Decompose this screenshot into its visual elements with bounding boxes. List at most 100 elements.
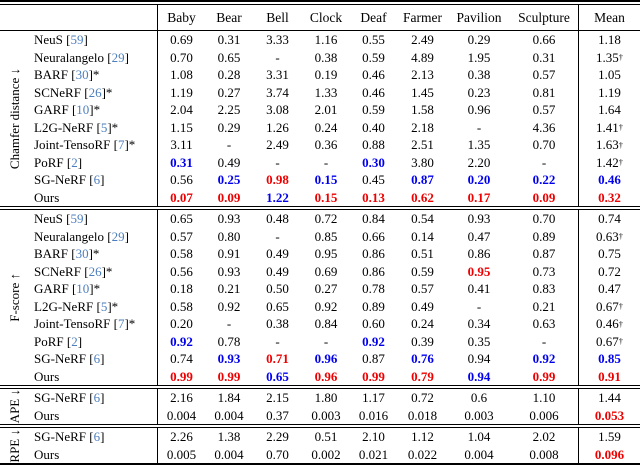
metric-cell: 0.38 xyxy=(448,68,510,81)
metric-value: 0.35 xyxy=(467,333,491,349)
metric-cell: 1.35 † xyxy=(578,48,640,66)
metric-cell: 0.85 xyxy=(578,350,640,368)
metric-cell: 0.89 xyxy=(510,230,578,243)
metric-value: 0.70 xyxy=(266,446,289,462)
metric-cell: 0.21 xyxy=(510,300,578,313)
metric-value: 0.83 xyxy=(532,281,556,297)
citation-link[interactable]: 2 xyxy=(71,333,78,349)
metric-cell: 2.16 xyxy=(157,389,205,407)
method-name: PoRF xyxy=(34,333,64,349)
table-row: Ours 0.005 0.004 0.70 0.002 0.021 0.022 0.004 0.… xyxy=(0,445,640,463)
citation-link[interactable]: 2 xyxy=(71,154,78,170)
metric-value: 1.38 xyxy=(217,429,241,445)
metric-value: 0.56 xyxy=(170,172,193,188)
citation-link[interactable]: 6 xyxy=(93,172,101,188)
metric-value: 4.36 xyxy=(532,119,556,135)
metric-cell: 0.72 xyxy=(397,391,448,404)
metric-cell: 2.51 xyxy=(397,138,448,151)
metric-cell: 0.29 xyxy=(448,33,510,46)
citation-link[interactable]: 29 xyxy=(111,49,125,65)
metric-cell: 0.57 xyxy=(510,103,578,116)
metric-value: 0.59 xyxy=(362,49,385,65)
citation-link[interactable]: 10 xyxy=(76,281,90,297)
citation-link[interactable]: 10 xyxy=(76,102,90,118)
metric-cell: 0.55 xyxy=(350,33,397,46)
metric-value: 0.65 xyxy=(170,211,193,227)
metric-cell: 0.70 xyxy=(510,138,578,151)
citation-link[interactable]: 26 xyxy=(88,84,102,100)
metric-value: 0.46 xyxy=(362,67,385,83)
table-body: Chamfer distance ↓ NeuS [59] 0.69 0.31 3.33 1… xyxy=(0,31,640,463)
metric-cell: 2.18 xyxy=(397,121,448,134)
metric-value: 0.47 xyxy=(467,228,491,244)
metric-value: 0.37 xyxy=(266,407,289,423)
metric-cell: 0.92 xyxy=(157,332,205,350)
metric-cell: 0.99 xyxy=(157,367,205,385)
metric-cell: 0.96 xyxy=(302,352,350,365)
metric-cell: 0.32 xyxy=(578,188,640,206)
table-row: GARF [10]* 2.04 2.25 3.08 2.01 0.59 1.58 0.96 0.… xyxy=(0,101,640,119)
metric-value: 1.59 xyxy=(598,429,621,445)
metric-cell: 0.59 xyxy=(350,103,397,116)
metric-cell: 0.49 xyxy=(253,265,302,278)
metric-value: 0.57 xyxy=(532,67,556,83)
metric-value: 1.44 xyxy=(598,390,621,406)
citation-link[interactable]: 26 xyxy=(88,263,102,279)
metric-cell: 1.22 xyxy=(253,191,302,204)
method-label: Ours xyxy=(0,409,157,422)
column-header-label: Deaf xyxy=(360,9,387,25)
metric-value: 0.95 xyxy=(467,263,491,279)
bottom-rule xyxy=(0,463,640,465)
metric-value: 0.63 xyxy=(596,228,619,244)
metric-cell: 0.87 xyxy=(397,173,448,186)
column-header-mean: Mean xyxy=(578,5,640,30)
metric-cell: - xyxy=(302,335,350,348)
metric-value: 0.36 xyxy=(314,137,338,153)
metric-value: 2.29 xyxy=(266,429,289,445)
citation-link[interactable]: 7 xyxy=(117,137,125,153)
metric-cell: 1.44 xyxy=(578,389,640,407)
metric-cell: 0.17 xyxy=(448,191,510,204)
metric-cell: 0.86 xyxy=(350,247,397,260)
metric-cell: 0.92 xyxy=(510,352,578,365)
table-row: Neuralangelo [29] 0.57 0.80 - 0.85 0.66 0.14 0.… xyxy=(0,227,640,245)
metric-value: 0.96 xyxy=(467,102,491,118)
citation-link[interactable]: 29 xyxy=(111,228,125,244)
citation-link[interactable]: 7 xyxy=(117,316,125,332)
citation-link[interactable]: 5 xyxy=(100,119,108,135)
metric-cell: 0.053 xyxy=(578,406,640,424)
metric-cell: 0.66 xyxy=(350,230,397,243)
metric-value: 0.66 xyxy=(362,228,385,244)
metric-cell: 1.64 xyxy=(578,101,640,119)
column-header-label: Sculpture xyxy=(518,9,570,25)
metric-cell: 0.83 xyxy=(510,282,578,295)
metric-value: 0.58 xyxy=(170,246,193,262)
metric-cell: - xyxy=(510,335,578,348)
metric-cell: 0.56 xyxy=(157,262,205,280)
metric-value: 2.10 xyxy=(362,429,385,445)
citation-link[interactable]: 6 xyxy=(93,390,101,406)
citation-link[interactable]: 59 xyxy=(70,211,84,227)
metric-value: - xyxy=(541,154,547,170)
metric-value: 0.67 xyxy=(596,298,619,314)
citation-link[interactable]: 30 xyxy=(75,246,89,262)
metric-value: 0.46 xyxy=(362,84,385,100)
metric-cell: 0.63 † xyxy=(578,227,640,245)
metric-value: 0.07 xyxy=(170,189,193,205)
metric-value: 0.25 xyxy=(217,172,241,188)
metric-value: 0.87 xyxy=(362,351,385,367)
metric-value: 0.51 xyxy=(314,429,338,445)
column-header-label: Mean xyxy=(594,9,625,25)
citation-link[interactable]: 59 xyxy=(70,32,84,48)
metric-value: 0.018 xyxy=(407,407,438,423)
citation-link[interactable]: 30 xyxy=(75,67,89,83)
metric-cell: 0.79 xyxy=(397,370,448,383)
method-label: Joint-TensoRF [7]* xyxy=(34,316,136,332)
citation-link[interactable]: 6 xyxy=(93,429,101,445)
metric-value: 0.46 xyxy=(596,316,619,332)
citation-link[interactable]: 5 xyxy=(100,298,108,314)
metric-cell: 2.49 xyxy=(253,138,302,151)
section-divider xyxy=(0,206,640,210)
metric-value: 1.04 xyxy=(467,429,491,445)
citation-link[interactable]: 6 xyxy=(93,351,101,367)
